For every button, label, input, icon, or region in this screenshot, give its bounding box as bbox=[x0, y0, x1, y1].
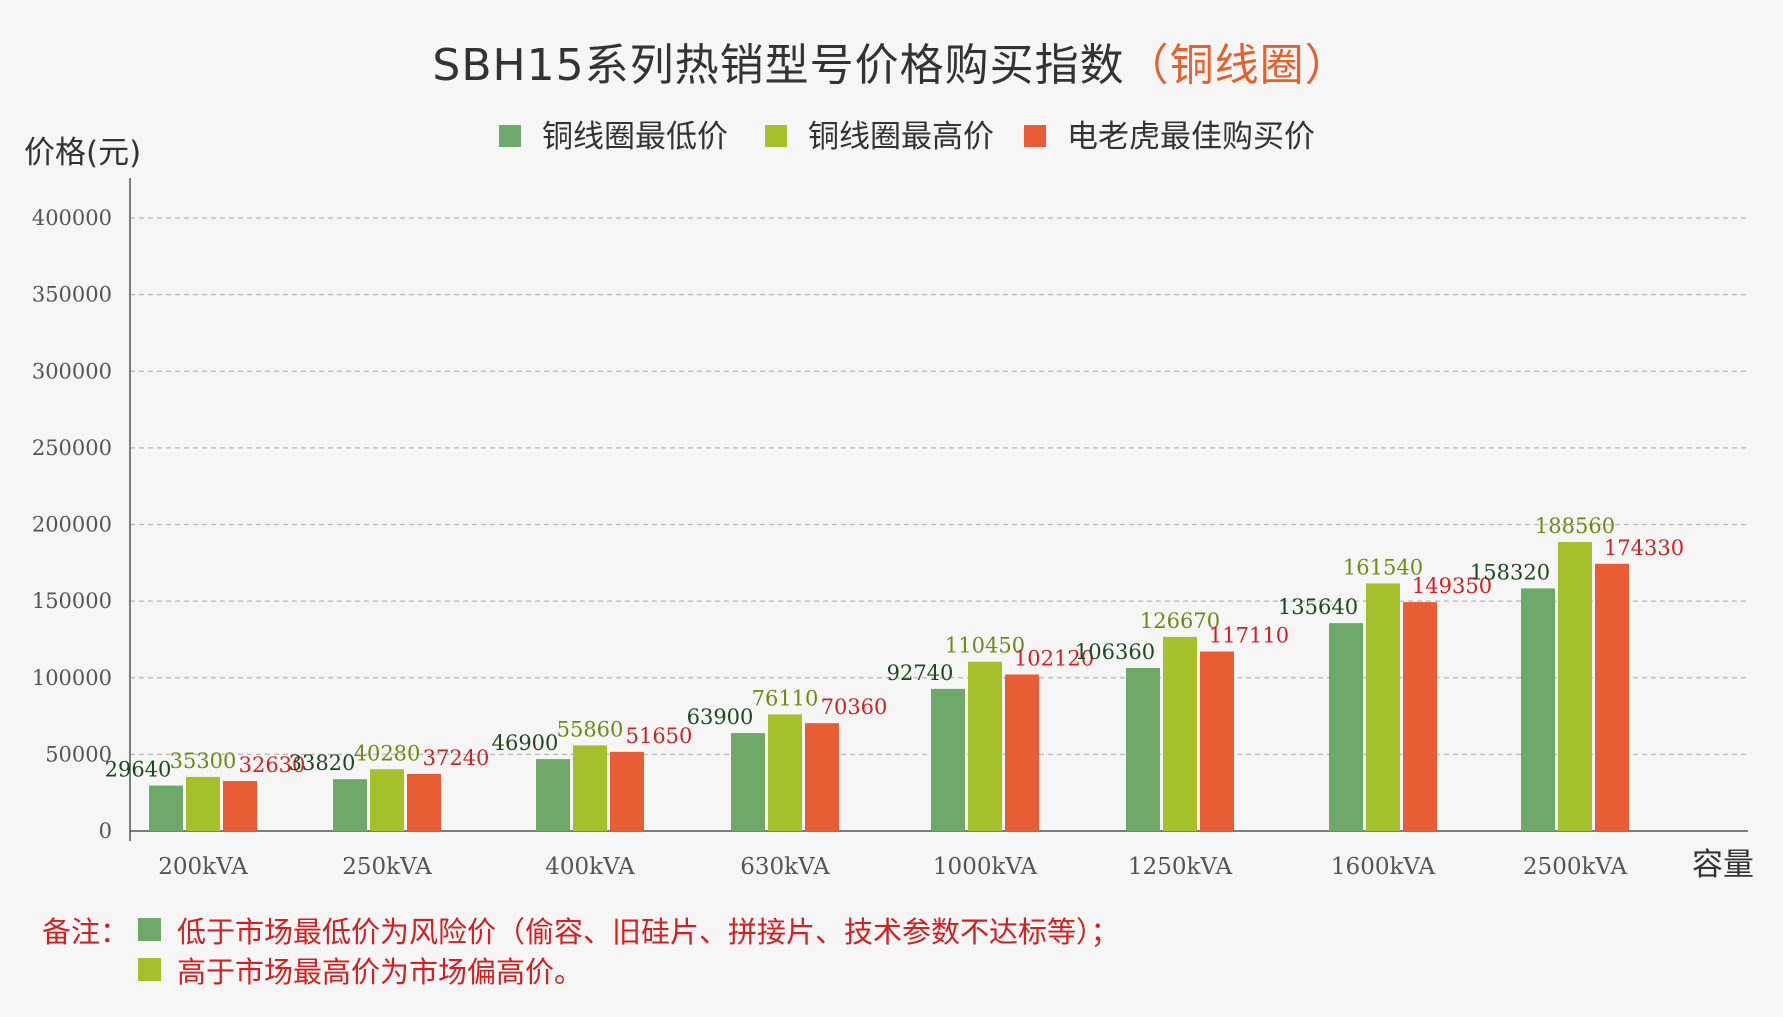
x-tick-label: 2500kVA bbox=[1523, 854, 1628, 880]
data-label-min: 33820 bbox=[289, 751, 356, 775]
bar-best bbox=[610, 751, 644, 831]
data-label-max: 76110 bbox=[752, 686, 819, 710]
data-label-max: 161540 bbox=[1343, 555, 1423, 579]
legend: 铜线圈最低价 铜线圈最高价 电老虎最佳购买价 bbox=[499, 119, 1315, 155]
y-tick-label: 200000 bbox=[32, 513, 112, 537]
bar-min bbox=[1521, 588, 1555, 831]
y-tick-label: 0 bbox=[99, 819, 112, 843]
data-label-max: 55860 bbox=[557, 717, 624, 741]
bar-min bbox=[536, 759, 570, 831]
bar-max bbox=[370, 769, 404, 831]
bar-max bbox=[1366, 583, 1400, 831]
chart-title: SBH15系列热销型号价格购买指数（铜线圈） bbox=[432, 40, 1349, 91]
bars bbox=[149, 542, 1629, 831]
y-tick-label: 100000 bbox=[32, 666, 112, 690]
legend-label-min: 铜线圈最低价 bbox=[542, 119, 728, 155]
x-tick-label: 630kVA bbox=[740, 854, 830, 880]
bar-best bbox=[1595, 563, 1629, 831]
x-tick-labels: 200kVA 250kVA 400kVA 630kVA 1000kVA 1250kVA 16… bbox=[158, 854, 1627, 880]
x-axis-caption: 容量 bbox=[1692, 847, 1754, 883]
x-tick-label: 1600kVA bbox=[1331, 854, 1436, 880]
x-tick-label: 250kVA bbox=[342, 854, 432, 880]
bar-min bbox=[149, 785, 183, 831]
legend-label-max: 铜线圈最高价 bbox=[808, 119, 994, 155]
data-label-best: 37240 bbox=[423, 746, 490, 770]
bar-min bbox=[731, 733, 765, 831]
data-label-max: 110450 bbox=[945, 634, 1025, 658]
data-label-best: 174330 bbox=[1604, 536, 1684, 560]
note-swatch-high bbox=[138, 958, 161, 981]
bar-min bbox=[1126, 668, 1160, 831]
bar-best bbox=[223, 780, 257, 831]
data-label-min: 158320 bbox=[1470, 560, 1550, 584]
note-swatch-low bbox=[138, 918, 161, 941]
data-label-max: 188560 bbox=[1535, 514, 1615, 538]
bar-min bbox=[931, 688, 965, 831]
x-tick-label: 400kVA bbox=[545, 854, 635, 880]
data-label-best: 102120 bbox=[1014, 647, 1094, 671]
bar-best bbox=[1403, 602, 1437, 831]
bar-best bbox=[805, 723, 839, 831]
bar-max bbox=[968, 661, 1002, 831]
bar-max bbox=[186, 776, 220, 831]
legend-swatch-best bbox=[1024, 125, 1046, 147]
bar-min bbox=[1329, 623, 1363, 831]
y-tick-label: 150000 bbox=[32, 589, 112, 613]
bar-best bbox=[1200, 651, 1234, 831]
data-label-min: 46900 bbox=[492, 731, 559, 755]
y-tick-labels: 0 50000 100000 150000 200000 250000 300000 3500… bbox=[32, 206, 112, 843]
legend-label-best: 电老虎最佳购买价 bbox=[1067, 119, 1315, 155]
data-label-max: 126670 bbox=[1140, 609, 1220, 633]
notes: 备注： 低于市场最低价为风险价（偷容、旧硅片、拼接片、技术参数不达标等）； 高于… bbox=[42, 915, 1120, 989]
y-tick-label: 350000 bbox=[32, 283, 112, 307]
chart-title-accent: （铜线圈） bbox=[1125, 40, 1350, 91]
bar-min bbox=[333, 779, 367, 831]
y-tick-label: 250000 bbox=[32, 436, 112, 460]
bar-max bbox=[768, 714, 802, 831]
data-label-best: 117110 bbox=[1209, 624, 1289, 648]
data-label-best: 70360 bbox=[821, 695, 888, 719]
x-tick-label: 1000kVA bbox=[933, 854, 1038, 880]
y-tick-label: 50000 bbox=[45, 742, 112, 766]
bar-max bbox=[1163, 636, 1197, 831]
x-tick-label: 1250kVA bbox=[1128, 854, 1233, 880]
data-label-min: 135640 bbox=[1278, 595, 1358, 619]
data-label-best: 51650 bbox=[626, 724, 693, 748]
note-line-low: 低于市场最低价为风险价（偷容、旧硅片、拼接片、技术参数不达标等）； bbox=[177, 915, 1120, 949]
data-label-max: 40280 bbox=[354, 741, 421, 765]
bar-best bbox=[407, 773, 441, 831]
data-label-min: 63900 bbox=[687, 705, 754, 729]
data-label-best: 149350 bbox=[1412, 574, 1492, 598]
data-label-best: 32630 bbox=[239, 753, 306, 777]
legend-swatch-max bbox=[765, 125, 787, 147]
chart-title-main: SBH15系列热销型号价格购买指数 bbox=[432, 40, 1124, 91]
bar-max bbox=[1558, 542, 1592, 831]
y-axis-caption: 价格(元) bbox=[24, 135, 141, 171]
note-prefix: 备注： bbox=[42, 915, 129, 949]
bar-best bbox=[1005, 674, 1039, 831]
legend-swatch-min bbox=[499, 125, 521, 147]
x-tick-label: 200kVA bbox=[158, 854, 248, 880]
y-tick-label: 400000 bbox=[32, 206, 112, 230]
data-label-min: 29640 bbox=[105, 758, 172, 782]
y-tick-label: 300000 bbox=[32, 359, 112, 383]
data-label-min: 106360 bbox=[1075, 640, 1155, 664]
data-label-max: 35300 bbox=[170, 749, 237, 773]
data-label-min: 92740 bbox=[887, 661, 954, 685]
bar-max bbox=[573, 745, 607, 831]
note-line-high: 高于市场最高价为市场偏高价。 bbox=[177, 955, 583, 989]
